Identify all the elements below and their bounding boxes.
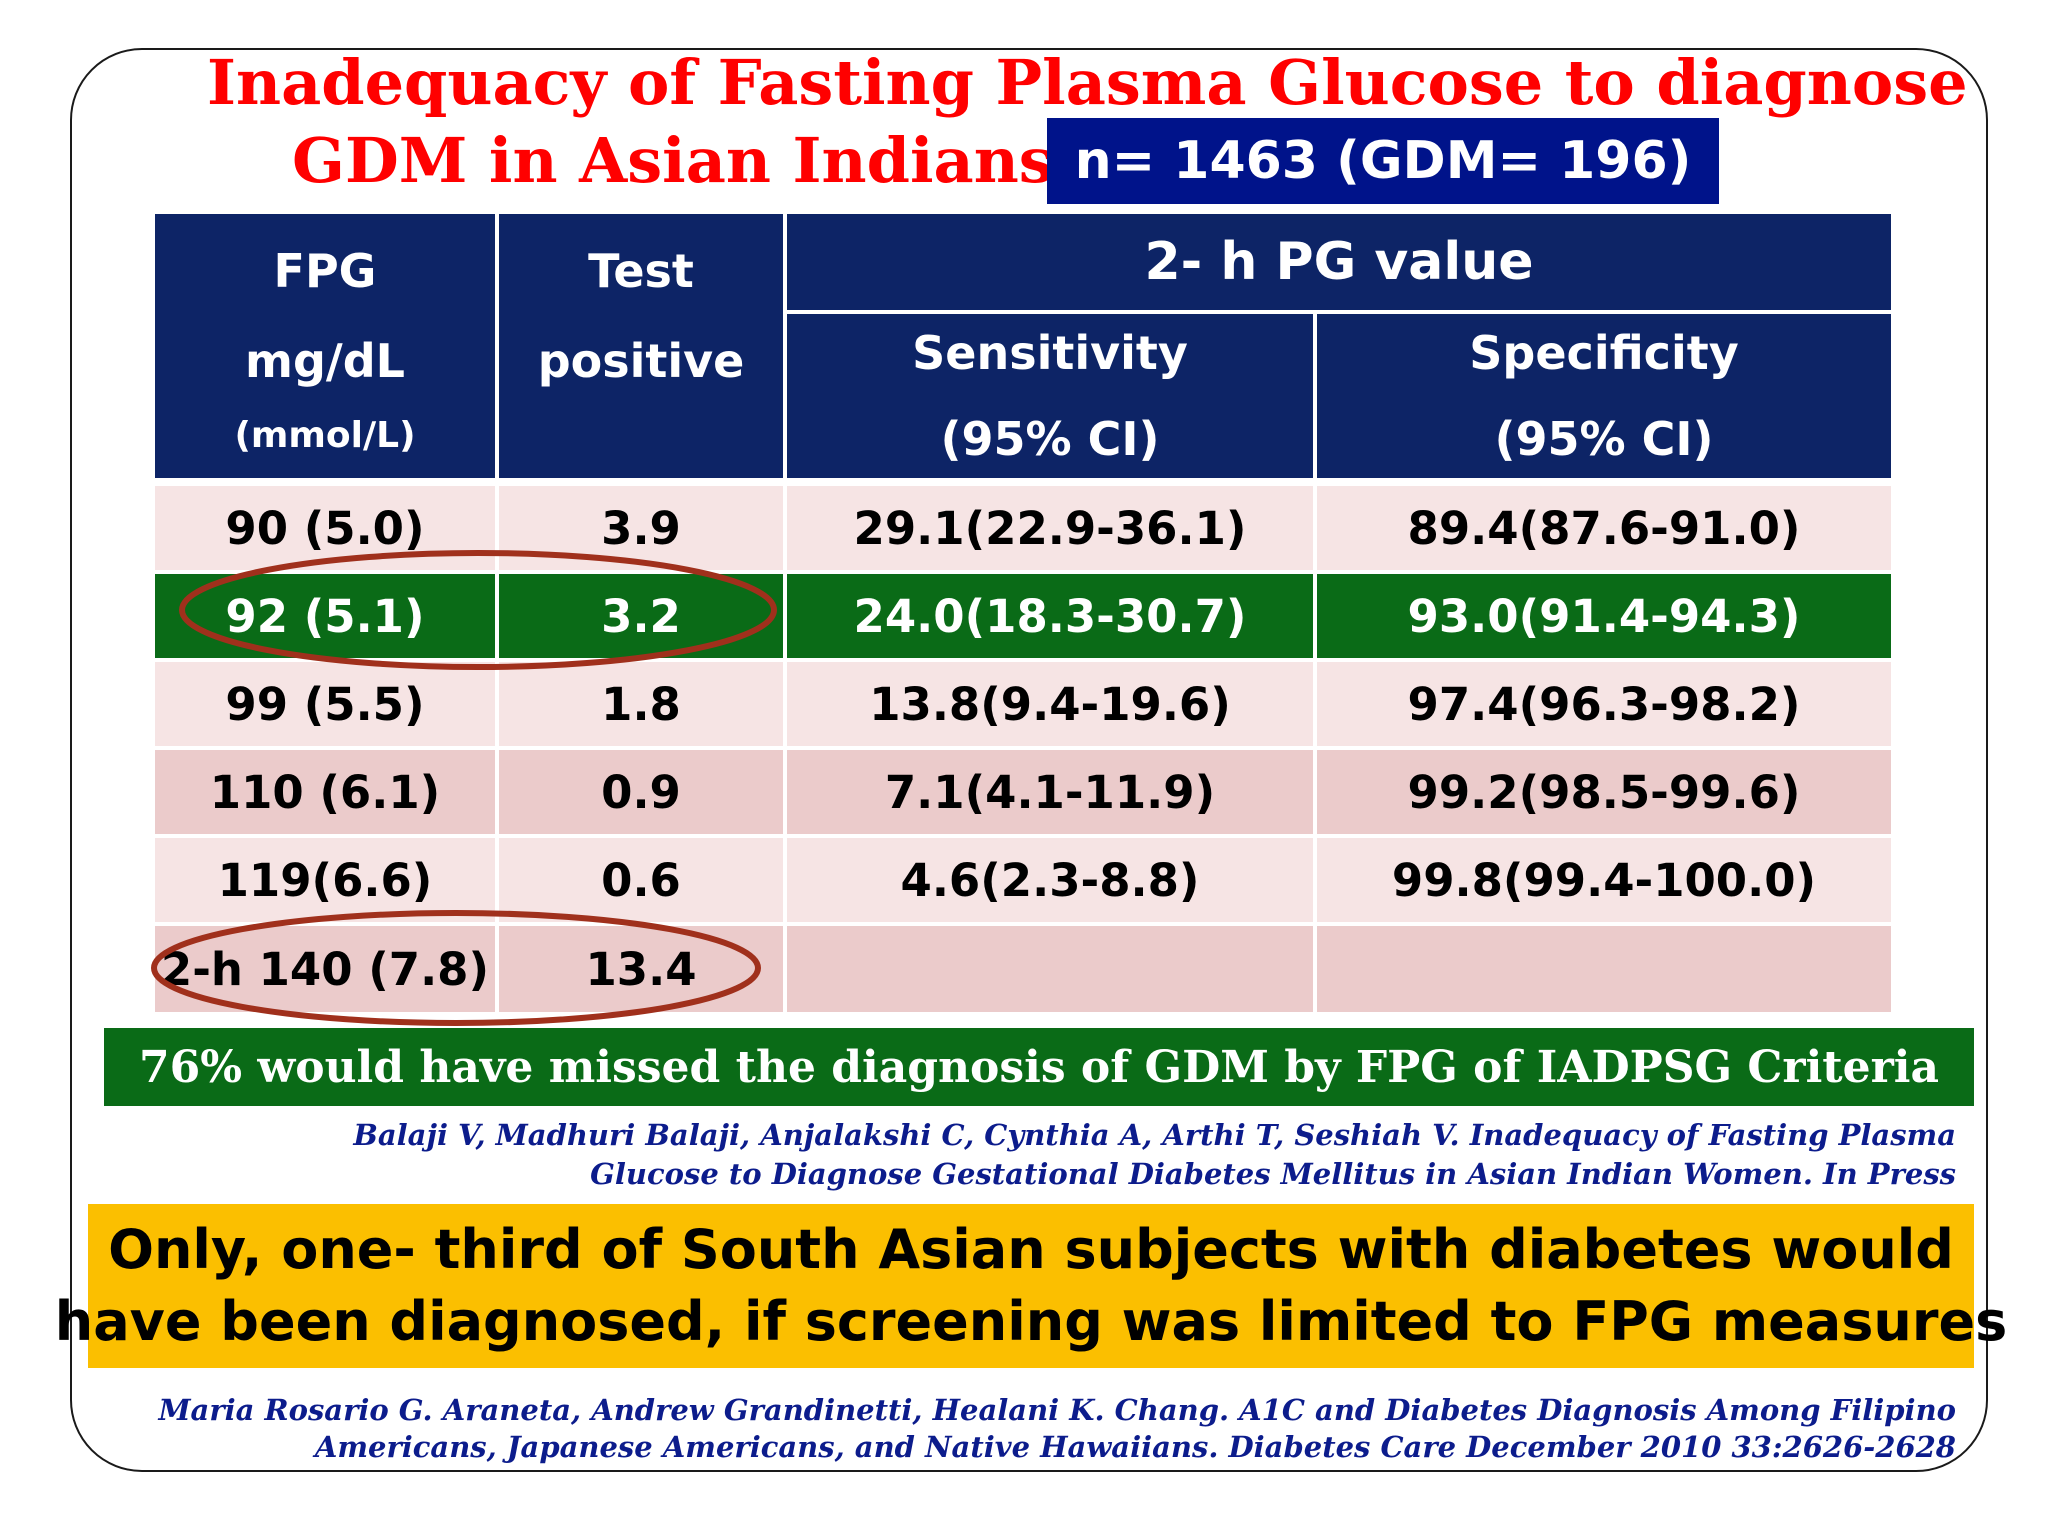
table-cell-test: 3.9 <box>499 486 783 570</box>
table-cell-test: 0.6 <box>499 838 783 922</box>
header-test-line2: positive <box>537 334 745 388</box>
conclusion-line1: Only, one- third of South Asian subjects… <box>108 1218 1954 1281</box>
header-test-line1: Test <box>588 244 694 298</box>
header-sensitivity-line1: Sensitivity <box>912 326 1188 380</box>
table-cell-specificity: 97.4(96.3-98.2) <box>1317 662 1891 746</box>
reference-araneta-line1: Maria Rosario G. Araneta, Andrew Grandin… <box>158 1393 1956 1427</box>
slide-frame <box>70 48 1988 1472</box>
missed-diagnosis-banner: 76% would have missed the diagnosis of G… <box>104 1028 1974 1106</box>
reference-balaji-line2: Glucose to Diagnose Gestational Diabetes… <box>590 1157 1956 1191</box>
table-cell-sensitivity <box>787 926 1313 1012</box>
conclusion-line2: have been diagnosed, if screening was li… <box>54 1290 2008 1353</box>
table-cell-test: 0.9 <box>499 750 783 834</box>
table-cell-specificity: 99.8(99.4-100.0) <box>1317 838 1891 922</box>
header-sensitivity: Sensitivity (95% CI) <box>787 314 1313 478</box>
header-sensitivity-line2: (95% CI) <box>940 412 1160 466</box>
table-cell-sensitivity: 29.1(22.9-36.1) <box>787 486 1313 570</box>
table-cell-fpg: 92 (5.1) <box>155 574 495 658</box>
reference-araneta-line2: Americans, Japanese Americans, and Nativ… <box>314 1430 1956 1464</box>
table-cell-sensitivity: 7.1(4.1-11.9) <box>787 750 1313 834</box>
reference-balaji: Balaji V, Madhuri Balaji, Anjalakshi C, … <box>353 1116 1956 1194</box>
table-cell-specificity: 93.0(91.4-94.3) <box>1317 574 1891 658</box>
slide-title-line2: GDM in Asian Indians <box>292 124 1054 197</box>
table-cell-sensitivity: 13.8(9.4-19.6) <box>787 662 1313 746</box>
table-cell-sensitivity: 4.6(2.3-8.8) <box>787 838 1313 922</box>
results-table: FPG mg/dL (mmol/L) Test positive 2- h PG… <box>155 214 1891 1012</box>
table-cell-fpg: 2-h 140 (7.8) <box>155 926 495 1012</box>
header-2h-pg-value: 2- h PG value <box>787 214 1891 310</box>
header-fpg-line1: FPG <box>273 244 377 298</box>
table-cell-sensitivity: 24.0(18.3-30.7) <box>787 574 1313 658</box>
table-cell-specificity <box>1317 926 1891 1012</box>
conclusion-box: Only, one- third of South Asian subjects… <box>55 1204 2007 1368</box>
header-specificity-line2: (95% CI) <box>1494 412 1714 466</box>
header-fpg: FPG mg/dL (mmol/L) <box>155 214 495 478</box>
table-cell-fpg: 99 (5.5) <box>155 662 495 746</box>
header-fpg-line3: (mmol/L) <box>234 415 416 456</box>
table-cell-fpg: 119(6.6) <box>155 838 495 922</box>
table-cell-test: 3.2 <box>499 574 783 658</box>
sample-size-badge: n= 1463 (GDM= 196) <box>1047 118 1719 204</box>
header-test-positive: Test positive <box>499 214 783 478</box>
table-cell-fpg: 110 (6.1) <box>155 750 495 834</box>
slide-title-line1: Inadequacy of Fasting Plasma Glucose to … <box>207 46 1968 119</box>
table-cell-specificity: 89.4(87.6-91.0) <box>1317 486 1891 570</box>
table-cell-specificity: 99.2(98.5-99.6) <box>1317 750 1891 834</box>
reference-balaji-line1: Balaji V, Madhuri Balaji, Anjalakshi C, … <box>353 1118 1956 1152</box>
reference-araneta: Maria Rosario G. Araneta, Andrew Grandin… <box>158 1392 1956 1466</box>
header-specificity: Specificity (95% CI) <box>1317 314 1891 478</box>
table-cell-fpg: 90 (5.0) <box>155 486 495 570</box>
table-cell-test: 1.8 <box>499 662 783 746</box>
header-group-label: 2- h PG value <box>1144 232 1534 292</box>
table-cell-test: 13.4 <box>499 926 783 1012</box>
header-specificity-line1: Specificity <box>1469 326 1739 380</box>
header-fpg-line2: mg/dL <box>245 334 405 388</box>
